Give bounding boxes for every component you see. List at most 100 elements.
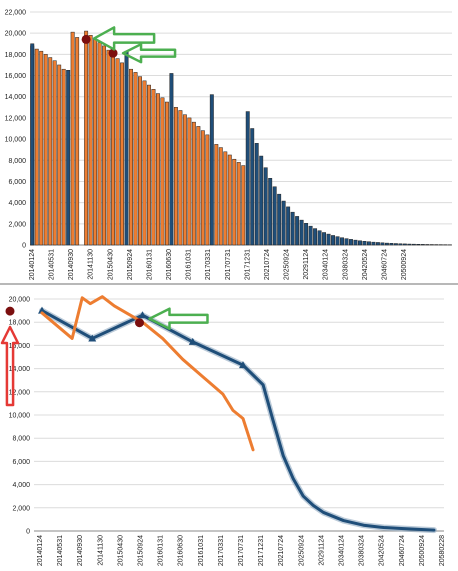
blue-point-marker bbox=[138, 311, 147, 319]
orange-bar bbox=[236, 162, 241, 246]
y-tick-label: 0 bbox=[26, 529, 30, 536]
y-tick-label: 12,000 bbox=[5, 115, 27, 122]
orange-bar bbox=[120, 62, 124, 246]
top-bar-chart: 0 2,000 4,000 6,000 8,000 10,000 12,000 14,000 1… bbox=[0, 0, 458, 283]
blue-bar bbox=[389, 243, 394, 246]
blue-bar bbox=[317, 230, 322, 246]
orange-bar bbox=[84, 30, 89, 246]
blue-bar bbox=[344, 238, 349, 246]
orange-bar bbox=[205, 134, 210, 246]
bottom-line-chart: 0 2,000 4,000 6,000 8,000 10,000 12,000 14,000 1… bbox=[0, 285, 458, 571]
x-tick-label: 20170331 bbox=[205, 249, 212, 280]
blue-bar bbox=[358, 240, 362, 246]
y-tick-label: 8,000 bbox=[8, 158, 26, 165]
x-tick-label: 20161031 bbox=[186, 249, 193, 280]
highlight-marker bbox=[81, 34, 91, 44]
blue-bar bbox=[250, 128, 255, 246]
x-tick-label: 20150430 bbox=[107, 249, 114, 280]
x-tick-label: 20460724 bbox=[381, 249, 388, 280]
blue-bar bbox=[295, 216, 300, 246]
y-tick-label: 4,000 bbox=[12, 482, 30, 489]
y-tick-label: 16,000 bbox=[5, 73, 27, 80]
orange-bar bbox=[227, 154, 232, 246]
blue-bar bbox=[304, 223, 309, 246]
x-tick-label: 20150924 bbox=[127, 249, 134, 280]
orange-bar bbox=[34, 48, 39, 246]
blue-bar bbox=[209, 94, 214, 246]
x-tick-label: 20140531 bbox=[49, 249, 56, 280]
blue-bar bbox=[281, 200, 286, 246]
x-tick-label: 20380324 bbox=[342, 249, 349, 280]
y-tick-label: 6,000 bbox=[8, 179, 26, 186]
blue-bar bbox=[375, 242, 380, 246]
highlight-marker bbox=[108, 48, 118, 58]
orange-bar bbox=[133, 72, 138, 246]
orange-bar bbox=[142, 80, 147, 246]
orange-bar bbox=[155, 93, 160, 246]
blue-bar bbox=[371, 241, 376, 246]
x-tick-label: 20170731 bbox=[225, 249, 232, 280]
x-tick-label: 20140531 bbox=[57, 535, 64, 566]
orange-bar bbox=[129, 68, 133, 246]
y-tick-label: 14,000 bbox=[5, 94, 27, 101]
x-tick-label: 20500924 bbox=[419, 535, 426, 566]
x-tick-label: 20171231 bbox=[258, 535, 265, 566]
x-tick-label: 20170331 bbox=[218, 535, 225, 566]
y-tick-label: 22,000 bbox=[5, 10, 27, 17]
blue-bar bbox=[277, 193, 282, 246]
x-tick-label: 20160131 bbox=[158, 535, 165, 566]
blue-bar bbox=[308, 225, 313, 246]
blue-bar bbox=[366, 241, 371, 246]
x-tick-label: 20170731 bbox=[238, 535, 245, 566]
x-tick-label: 20210724 bbox=[278, 535, 285, 566]
blue-bar bbox=[425, 244, 430, 246]
green-arrow-icon bbox=[148, 307, 209, 330]
blue-bar bbox=[402, 243, 407, 246]
blue-bar bbox=[384, 242, 389, 246]
blue-bar bbox=[272, 186, 277, 246]
blue-bar bbox=[326, 233, 331, 246]
x-tick-label: 20141130 bbox=[88, 249, 95, 280]
red-arrow-icon bbox=[0, 325, 20, 407]
x-tick-label: 20210724 bbox=[264, 249, 271, 280]
orange-bar bbox=[61, 68, 66, 246]
x-tick-label: 20160630 bbox=[178, 535, 185, 566]
blue-bar bbox=[353, 239, 358, 246]
x-tick-label: 20291124 bbox=[318, 535, 325, 566]
blue-bar bbox=[362, 241, 367, 246]
highlight-marker bbox=[134, 318, 144, 328]
x-tick-label: 20420524 bbox=[362, 249, 369, 280]
x-tick-label: 20161031 bbox=[198, 535, 205, 566]
blue-point-marker bbox=[188, 337, 197, 345]
panel-divider bbox=[0, 283, 458, 285]
blue-series-glow bbox=[39, 307, 437, 534]
orange-bar bbox=[39, 50, 44, 246]
blue-point-marker bbox=[38, 306, 46, 314]
blue-bar bbox=[286, 206, 291, 246]
highlight-marker bbox=[5, 306, 15, 316]
blue-bar bbox=[398, 243, 403, 246]
x-tick-label: 20160630 bbox=[166, 249, 173, 280]
y-tick-label: 20,000 bbox=[9, 297, 31, 304]
blue-bar bbox=[407, 243, 412, 246]
blue-bar bbox=[124, 50, 129, 246]
x-tick-label: 20460724 bbox=[399, 535, 406, 566]
x-tick-label: 20140124 bbox=[37, 535, 44, 566]
y-tick-label: 2,000 bbox=[12, 505, 30, 512]
x-tick-label: 20500924 bbox=[401, 249, 408, 280]
orange-bar bbox=[218, 147, 223, 246]
orange-bar bbox=[241, 165, 246, 246]
blue-bar bbox=[380, 242, 385, 246]
blue-bar bbox=[245, 111, 250, 246]
blue-bar bbox=[313, 228, 318, 246]
blue-point-marker bbox=[239, 361, 247, 369]
x-tick-label: 20141130 bbox=[97, 535, 104, 566]
orange-bar bbox=[138, 76, 142, 246]
x-tick-label: 20580228 bbox=[439, 535, 446, 566]
orange-bar bbox=[48, 57, 53, 246]
orange-bar bbox=[196, 126, 201, 246]
orange-bar bbox=[147, 84, 151, 246]
orange-bar bbox=[111, 54, 116, 246]
x-tick-label: 20380324 bbox=[359, 535, 366, 566]
blue-bar bbox=[254, 143, 259, 246]
